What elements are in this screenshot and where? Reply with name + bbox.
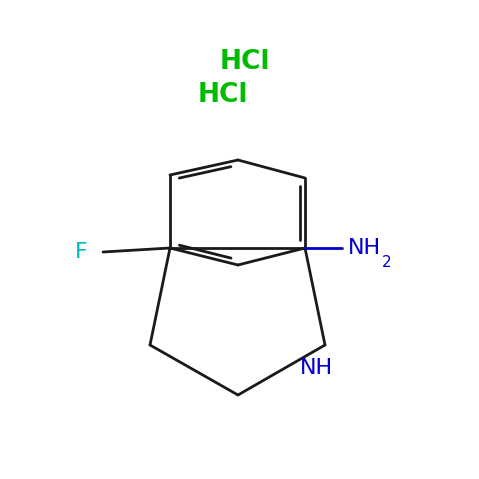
Text: NH: NH [348, 238, 381, 258]
Text: F: F [75, 242, 88, 262]
Text: HCl: HCl [220, 49, 271, 75]
Text: NH: NH [300, 358, 333, 378]
Text: 2: 2 [382, 255, 392, 270]
Text: HCl: HCl [198, 82, 249, 108]
